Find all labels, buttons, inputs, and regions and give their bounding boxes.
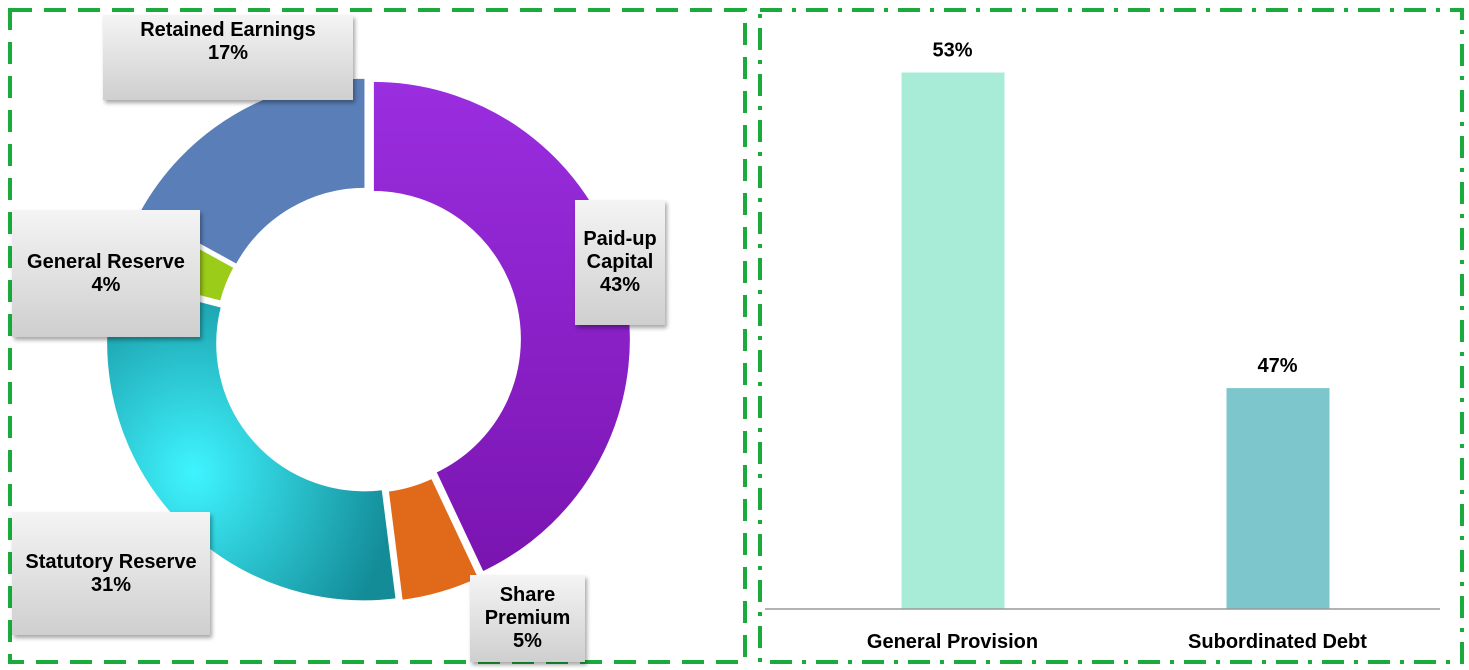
- panel-border: [758, 8, 1464, 664]
- value-label: 31%: [90, 573, 132, 596]
- x-tick-label: General Provision: [867, 631, 1038, 653]
- value-label: 47%: [1257, 355, 1297, 377]
- panel-border: [8, 8, 747, 664]
- value-label: 43%: [599, 274, 641, 296]
- x-tick-label: Subordinated Debt: [1188, 631, 1367, 653]
- value-label: 53%: [932, 40, 972, 62]
- category-label: Paid-up Capital: [583, 228, 657, 273]
- value-label: 5%: [513, 630, 542, 652]
- donut-slice: [371, 79, 632, 574]
- bar: [1226, 388, 1330, 609]
- category-label: Share Premium: [484, 584, 571, 629]
- category-label: Statutory Reserve: [25, 550, 197, 573]
- value-label: 17%: [207, 42, 249, 64]
- value-label: 4%: [91, 273, 121, 296]
- data-label: General Reserve 4%: [12, 210, 200, 337]
- data-label: Share Premium 5%: [470, 575, 585, 662]
- donut-slice: [386, 476, 481, 602]
- data-label: Statutory Reserve 31%: [12, 512, 210, 635]
- category-label: General Reserve: [27, 250, 185, 273]
- data-label: Paid-up Capital 43%: [575, 200, 665, 325]
- bar: [901, 72, 1005, 610]
- data-label: Retained Earnings 17%: [103, 15, 353, 100]
- category-label: Retained Earnings: [140, 19, 316, 41]
